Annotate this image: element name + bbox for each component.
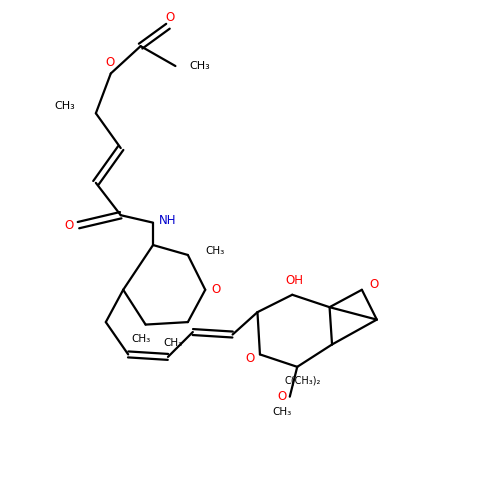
Text: O: O bbox=[64, 218, 73, 232]
Text: O: O bbox=[370, 278, 379, 291]
Text: C(CH₃)₂: C(CH₃)₂ bbox=[284, 376, 321, 386]
Text: CH₃: CH₃ bbox=[164, 338, 182, 348]
Text: OH: OH bbox=[286, 274, 304, 287]
Text: CH₃: CH₃ bbox=[206, 246, 225, 256]
Text: O: O bbox=[212, 284, 221, 296]
Text: CH₃: CH₃ bbox=[272, 406, 292, 416]
Text: O: O bbox=[166, 11, 175, 24]
Text: CH₃: CH₃ bbox=[190, 61, 210, 71]
Text: O: O bbox=[105, 56, 115, 69]
Text: NH: NH bbox=[159, 214, 176, 226]
Text: O: O bbox=[246, 352, 254, 365]
Text: O: O bbox=[278, 390, 287, 403]
Text: CH₃: CH₃ bbox=[54, 101, 75, 111]
Text: CH₃: CH₃ bbox=[131, 334, 150, 344]
